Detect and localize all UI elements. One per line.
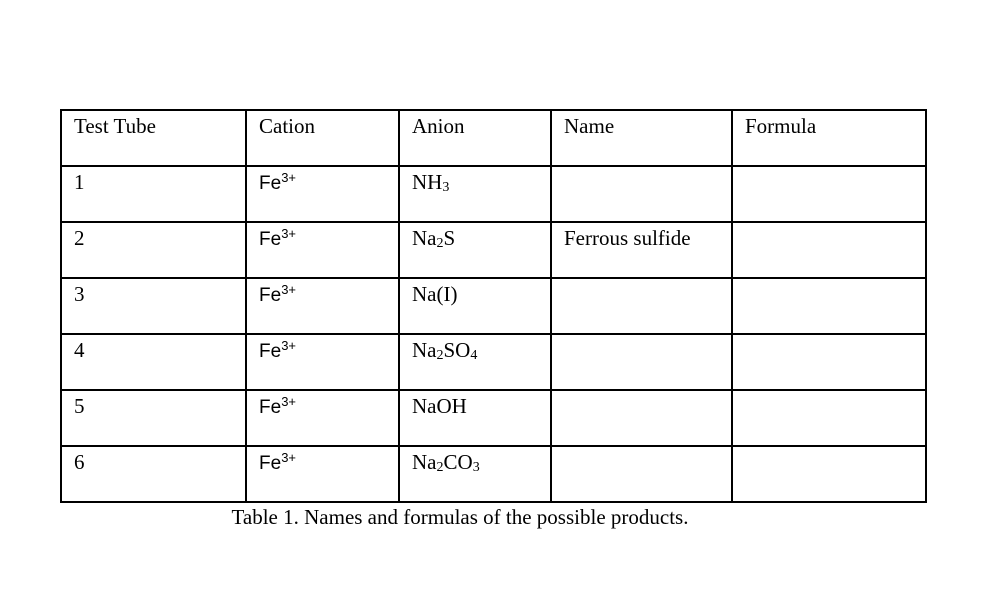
table-row: 5 Fe3+ NaOH xyxy=(60,389,927,447)
cation-charge: 3+ xyxy=(281,450,297,465)
cation-symbol: Fe xyxy=(259,285,282,306)
anion-subscript: 4 xyxy=(470,348,478,363)
cell-cation: Fe3+ xyxy=(245,445,400,503)
cell-test-tube: 5 xyxy=(60,389,247,447)
cation-symbol: Fe xyxy=(259,341,282,362)
cell-name xyxy=(550,165,733,223)
cell-anion: NaOH xyxy=(398,389,552,447)
products-table: Test Tube Cation Anion Name Formula 1 Fe3… xyxy=(60,109,927,503)
table-row: 6 Fe3+ Na2CO3 xyxy=(60,445,927,503)
cell-test-tube: 3 xyxy=(60,277,247,335)
table-caption: Table 1. Names and formulas of the possi… xyxy=(231,505,689,529)
header-name: Name xyxy=(550,109,733,167)
anion-text: Na xyxy=(412,226,437,250)
cation-charge: 3+ xyxy=(281,338,297,353)
cell-cation: Fe3+ xyxy=(245,333,400,391)
cell-cation: Fe3+ xyxy=(245,165,400,223)
anion-text: Na xyxy=(412,338,437,362)
anion-text: NaOH xyxy=(412,394,467,418)
anion-text: Na(I) xyxy=(412,282,458,306)
cell-name xyxy=(550,277,733,335)
anion-text: S xyxy=(443,226,456,250)
cation-charge: 3+ xyxy=(281,170,297,185)
cell-cation: Fe3+ xyxy=(245,389,400,447)
anion-text: SO xyxy=(443,338,471,362)
cell-formula xyxy=(731,277,927,335)
anion-subscript: 2 xyxy=(436,460,444,475)
table-row: 4 Fe3+ Na2SO4 xyxy=(60,333,927,391)
header-row: Test Tube Cation Anion Name Formula xyxy=(60,109,927,167)
cell-test-tube: 4 xyxy=(60,333,247,391)
cation-charge: 3+ xyxy=(281,226,297,241)
header-formula: Formula xyxy=(731,109,927,167)
cell-anion: Na2S xyxy=(398,221,552,279)
header-anion: Anion xyxy=(398,109,552,167)
cell-formula xyxy=(731,445,927,503)
cation-symbol: Fe xyxy=(259,397,282,418)
cell-test-tube: 6 xyxy=(60,445,247,503)
cell-name xyxy=(550,333,733,391)
cation-symbol: Fe xyxy=(259,229,282,250)
cell-formula xyxy=(731,389,927,447)
cell-name xyxy=(550,389,733,447)
anion-subscript: 3 xyxy=(442,180,450,195)
anion-text: NH xyxy=(412,170,443,194)
cell-formula xyxy=(731,165,927,223)
anion-text: CO xyxy=(443,450,473,474)
cation-charge: 3+ xyxy=(281,394,297,409)
cell-anion: Na2SO4 xyxy=(398,333,552,391)
cation-symbol: Fe xyxy=(259,453,282,474)
table-row: 1 Fe3+ NH3 xyxy=(60,165,927,223)
anion-subscript: 2 xyxy=(436,236,444,251)
table-row: 3 Fe3+ Na(I) xyxy=(60,277,927,335)
cell-cation: Fe3+ xyxy=(245,221,400,279)
cell-anion: Na(I) xyxy=(398,277,552,335)
cell-formula xyxy=(731,221,927,279)
cation-charge: 3+ xyxy=(281,282,297,297)
cell-anion: NH3 xyxy=(398,165,552,223)
cell-name xyxy=(550,445,733,503)
anion-text: Na xyxy=(412,450,437,474)
cell-test-tube: 2 xyxy=(60,221,247,279)
table-row: 2 Fe3+ Na2S Ferrous sulfide xyxy=(60,221,927,279)
header-cation: Cation xyxy=(245,109,400,167)
cell-cation: Fe3+ xyxy=(245,277,400,335)
cell-anion: Na2CO3 xyxy=(398,445,552,503)
header-test-tube: Test Tube xyxy=(60,109,247,167)
anion-subscript: 2 xyxy=(436,348,444,363)
cell-name: Ferrous sulfide xyxy=(550,221,733,279)
cell-test-tube: 1 xyxy=(60,165,247,223)
cell-formula xyxy=(731,333,927,391)
anion-subscript: 3 xyxy=(472,460,480,475)
cation-symbol: Fe xyxy=(259,173,282,194)
